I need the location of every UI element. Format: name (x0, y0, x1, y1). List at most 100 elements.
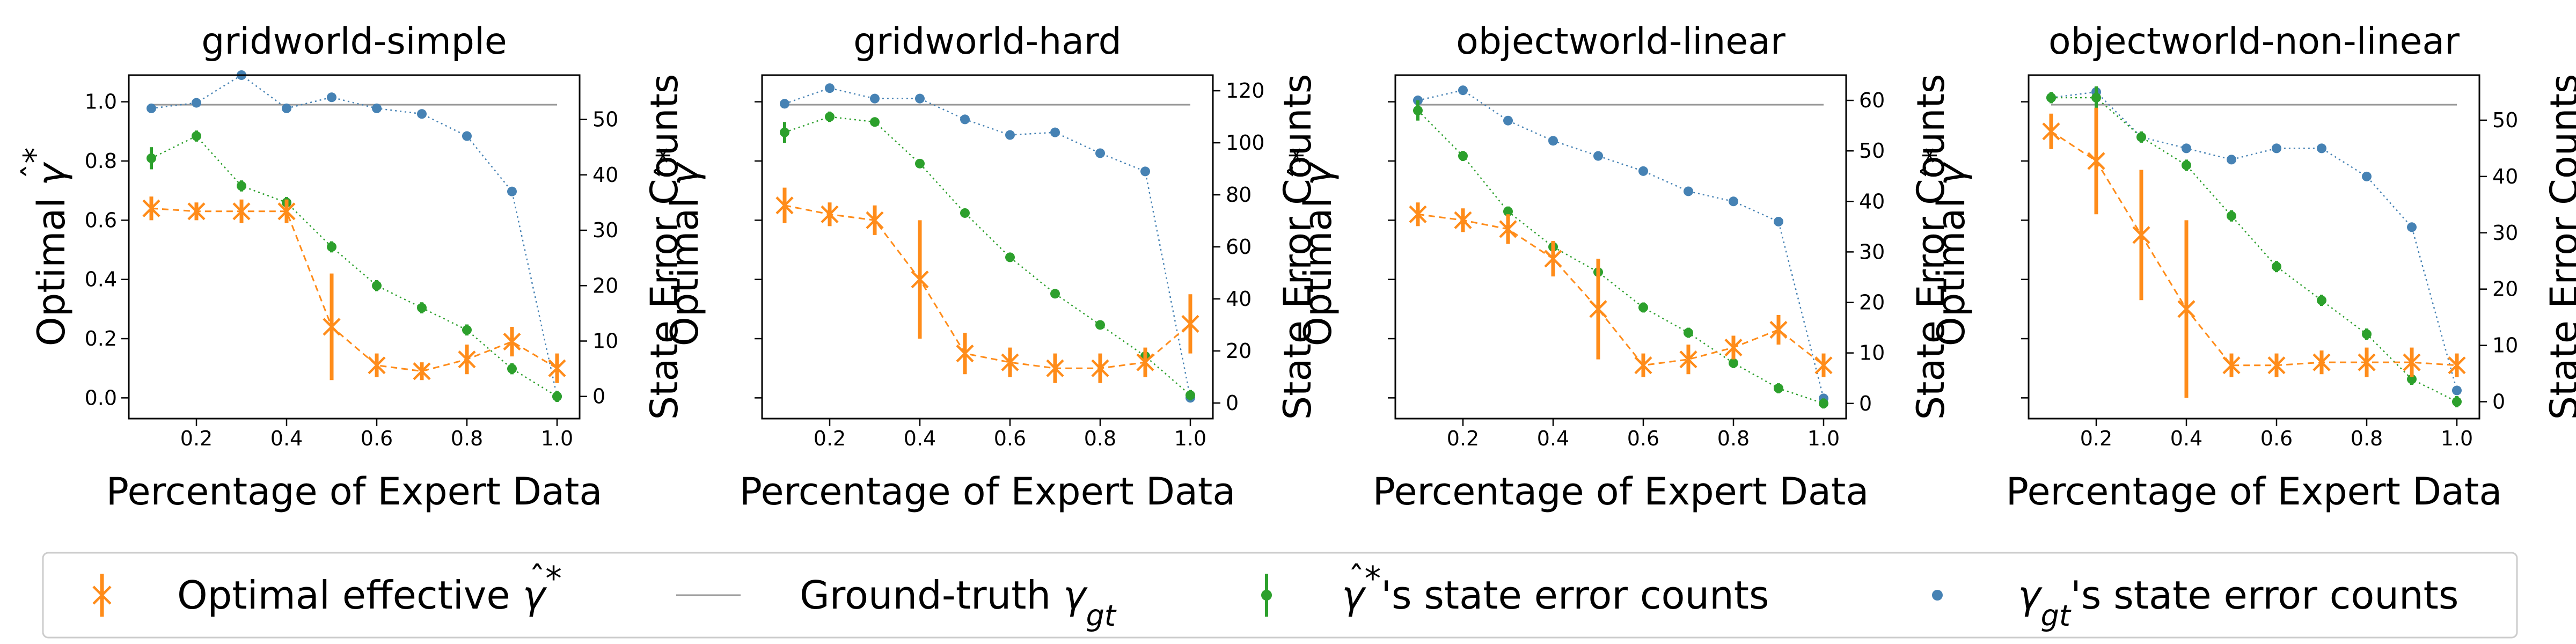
point-optimal-gamma (1679, 350, 1697, 369)
y-right-axis-label: State Error Counts (1909, 74, 1953, 420)
x-tick-label: 0.8 (451, 427, 483, 450)
y-right-axis-label: State Error Counts (642, 74, 686, 420)
point-gt-error-count (147, 103, 156, 113)
y-right-tick-label: 80 (1226, 183, 1252, 207)
series-line-gamma-hat-error-counts (2051, 97, 2457, 402)
y-right-tick-label: 50 (1859, 139, 1885, 163)
legend-label: γgt's state error counts (2018, 573, 2458, 633)
point-gt-error-count (780, 99, 789, 109)
point-optimal-gamma (1634, 356, 1652, 375)
point-gt-error-count (2227, 155, 2236, 165)
plot-frame (2028, 74, 2480, 420)
series-line-optimal-gamma (2051, 130, 2457, 367)
series-line-optimal-gamma (1417, 213, 1824, 367)
point-gamma-hat-error-count (825, 112, 835, 122)
plot-frame (761, 74, 1214, 420)
point-gamma-hat-error-count (1458, 151, 1468, 161)
point-optimal-gamma (1136, 353, 1154, 371)
point-optimal-gamma (1409, 205, 1427, 223)
point-optimal-gamma (2403, 353, 2421, 371)
point-gt-error-count (2407, 222, 2417, 232)
x-tick-label: 0.4 (270, 427, 303, 450)
point-optimal-gamma (821, 205, 839, 223)
point-gamma-hat-error-count (1413, 105, 1423, 115)
y-left-tick-label: 0.4 (85, 268, 117, 291)
point-gamma-hat-error-count (2227, 211, 2236, 221)
point-gamma-hat-error-count (372, 281, 382, 291)
point-gamma-hat-error-count (2091, 92, 2101, 103)
y-left-tick-label: 0.0 (85, 386, 117, 409)
point-gt-error-count (192, 98, 201, 108)
point-gamma-hat-error-count (2317, 295, 2326, 305)
legend-label: Optimal effective γ̂* (177, 560, 562, 618)
point-gt-error-count (2317, 143, 2326, 153)
y-left-tick-label: 0.8 (85, 149, 117, 173)
point-gamma-hat-error-count (2136, 132, 2146, 142)
point-optimal-gamma (368, 356, 386, 375)
point-optimal-gamma (503, 332, 521, 351)
plot-frame (128, 74, 581, 420)
point-optimal-gamma (1769, 320, 1788, 339)
point-gamma-hat-error-count (1050, 289, 1060, 299)
point-optimal-gamma (2312, 353, 2331, 371)
point-optimal-gamma (1814, 356, 1833, 375)
point-optimal-gamma (1544, 250, 1562, 268)
y-left-axis-label: Optimal γ̂* (650, 148, 707, 346)
chart-title: gridworld-simple (201, 20, 507, 63)
x-tick-label: 0.6 (361, 427, 393, 450)
legend-item-4: γgt's state error counts (1932, 573, 2458, 633)
point-gt-error-count (327, 92, 336, 103)
point-gamma-hat-error-count (1819, 398, 1828, 408)
point-optimal-gamma (2222, 356, 2241, 375)
y-right-tick-label: 20 (2492, 277, 2518, 301)
x-tick-label: 0.8 (1084, 427, 1116, 450)
y-right-tick-label: 20 (592, 274, 618, 297)
point-gt-error-count (2452, 385, 2462, 396)
point-gt-error-count (1095, 148, 1105, 158)
point-gt-error-count (1005, 130, 1015, 140)
legend-marker-dot (1261, 590, 1272, 601)
point-gamma-hat-error-count (1095, 320, 1105, 330)
y-right-tick-label: 30 (1859, 240, 1885, 264)
point-gamma-hat-error-count (2046, 92, 2056, 103)
x-axis-label: Percentage of Expert Data (1373, 470, 1869, 514)
point-optimal-gamma (458, 350, 476, 369)
y-left-axis-label: Optimal γ̂* (1917, 148, 1974, 346)
point-optimal-gamma (1724, 338, 1743, 357)
legend-label: γ̂*'s state error counts (1342, 560, 1769, 618)
series-line-gamma-hat-error-counts (1417, 110, 1824, 404)
point-optimal-gamma (2042, 122, 2060, 141)
point-gt-error-count (825, 83, 835, 93)
point-optimal-gamma (1589, 300, 1607, 318)
x-tick-label: 0.4 (1537, 427, 1569, 450)
y-right-tick-label: 100 (1226, 131, 1265, 155)
x-tick-label: 1.0 (1174, 427, 1206, 450)
y-left-axis-label: Optimal γ̂* (1284, 148, 1341, 346)
y-right-tick-label: 10 (1859, 341, 1885, 365)
point-optimal-gamma (1091, 359, 1109, 377)
y-right-tick-label: 20 (1859, 291, 1885, 314)
point-gt-error-count (1638, 166, 1648, 176)
series-line-gamma-hat-error-counts (784, 116, 1191, 396)
y-right-tick-label: 30 (592, 218, 618, 242)
x-axis-label: Percentage of Expert Data (106, 470, 603, 514)
x-tick-label: 0.8 (2351, 427, 2383, 450)
y-right-axis-label: State Error Counts (2542, 74, 2576, 420)
x-tick-label: 0.4 (904, 427, 936, 450)
point-optimal-gamma (1454, 211, 1472, 229)
point-gt-error-count (1050, 127, 1060, 137)
point-gt-error-count (2362, 171, 2372, 181)
point-gamma-hat-error-count (327, 242, 336, 252)
x-tick-label: 0.4 (2170, 427, 2202, 450)
y-right-tick-label: 60 (1859, 89, 1885, 112)
x-axis-label: Percentage of Expert Data (2006, 470, 2502, 514)
point-gt-error-count (870, 93, 880, 104)
series-line-optimal-gamma (784, 204, 1191, 369)
y-right-tick-label: 0 (2492, 390, 2505, 414)
series-line-gamma-hat-error-counts (151, 135, 558, 397)
y-left-tick-label: 0.6 (85, 208, 117, 232)
y-right-tick-label: 40 (1226, 287, 1252, 311)
point-optimal-gamma (1499, 220, 1517, 238)
point-gamma-hat-error-count (1185, 390, 1195, 400)
